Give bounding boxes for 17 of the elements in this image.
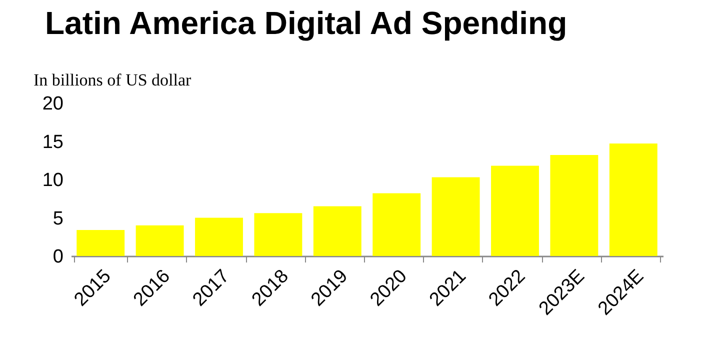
bar bbox=[550, 155, 598, 256]
bar bbox=[254, 213, 302, 256]
chart-title: Latin America Digital Ad Spending bbox=[45, 5, 568, 41]
y-tick-label: 5 bbox=[52, 208, 64, 230]
y-tick-label: 15 bbox=[42, 132, 64, 153]
y-tick-label: 10 bbox=[42, 170, 64, 191]
bar bbox=[432, 177, 480, 256]
bar bbox=[491, 166, 539, 256]
bar bbox=[609, 144, 658, 256]
bar bbox=[313, 206, 362, 256]
bar bbox=[195, 218, 243, 256]
y-axis-title: In billions of US dollar bbox=[34, 70, 192, 90]
bar bbox=[372, 193, 421, 256]
bar bbox=[76, 230, 125, 256]
y-tick-label: 0 bbox=[52, 246, 64, 268]
y-tick-label: 20 bbox=[42, 94, 64, 114]
bar bbox=[136, 225, 184, 256]
